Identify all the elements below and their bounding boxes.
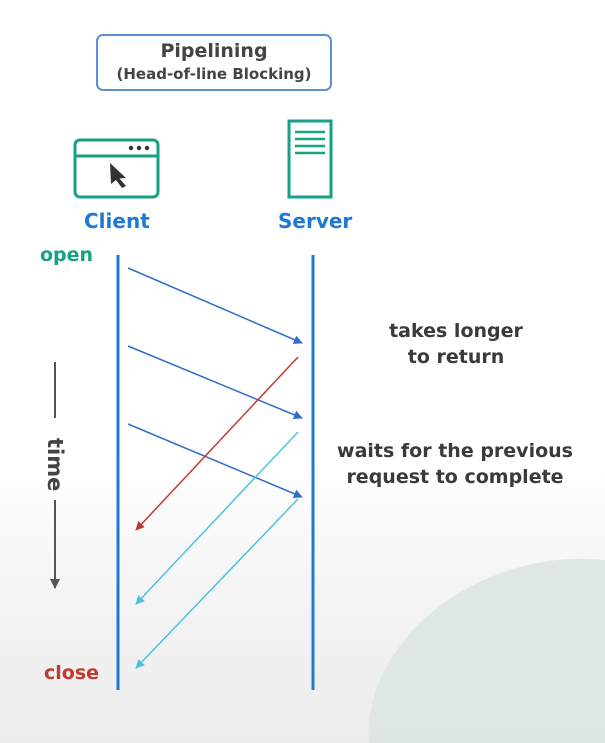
slow-response-note-line2: to return [407,346,505,368]
time-axis-label: time [43,438,67,492]
title-text: Pipelining [160,40,268,62]
blocked-response-note-line2: request to complete [346,466,564,488]
title-box: Pipelining (Head-of-line Blocking) [96,34,332,91]
blocked-response-arrow-1 [135,431,299,605]
request-arrow-2 [127,345,303,420]
request-arrow-3 [127,423,303,499]
blocked-response-note: waits for the previous request to comple… [330,438,580,490]
open-label: open [40,244,94,266]
server-label: Server [278,209,353,233]
request-arrow-1 [127,267,303,344]
browser-window-icon [73,138,160,199]
slow-response-note: takes longer to return [376,318,536,370]
client-label: Client [84,209,150,233]
close-label: close [44,662,100,684]
slow-response-note-line1: takes longer [389,320,523,342]
blocked-response-arrow-2 [135,498,299,669]
subtitle-text: (Head-of-line Blocking) [116,65,312,83]
server-icon [287,119,333,199]
blocked-response-note-line1: waits for the previous [337,440,573,462]
slow-response-arrow [135,356,299,531]
